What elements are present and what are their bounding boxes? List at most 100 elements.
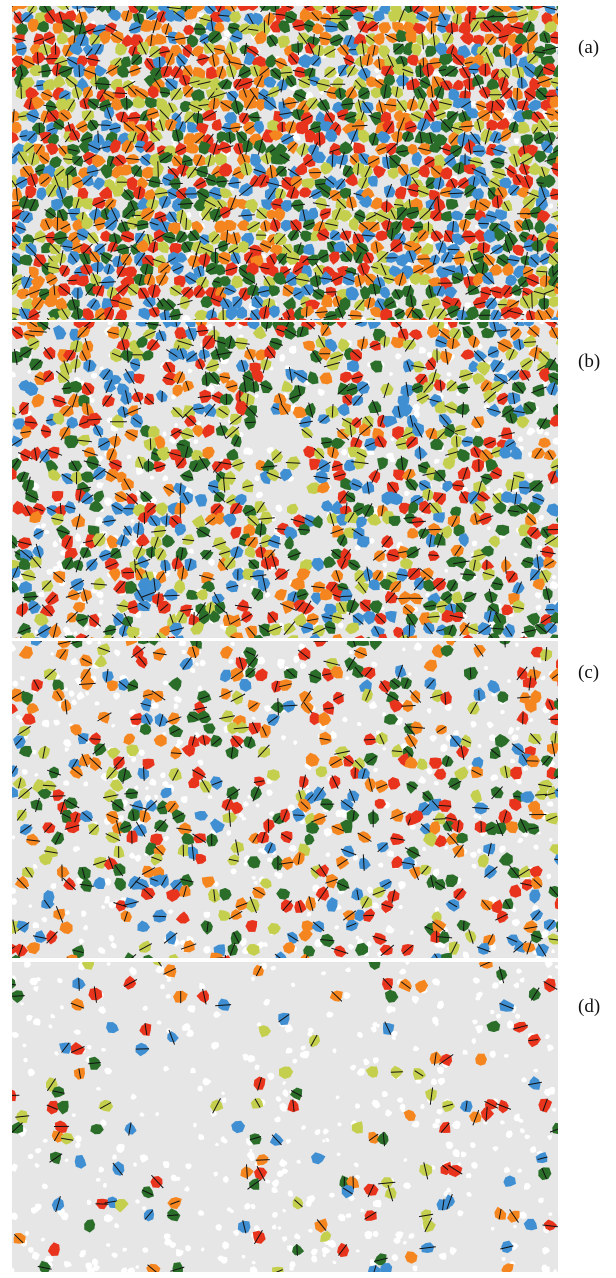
grain-gap xyxy=(397,880,406,890)
bond-line xyxy=(433,578,446,590)
cluster-grain xyxy=(447,322,458,329)
bond-line xyxy=(330,528,344,534)
grain-gap xyxy=(500,369,506,375)
bond-line xyxy=(429,534,432,548)
bond-line xyxy=(163,298,176,312)
cluster-grain xyxy=(439,350,453,364)
cluster-grain xyxy=(339,141,354,155)
bond-line xyxy=(114,246,132,252)
grain-gap xyxy=(64,687,68,692)
cluster-grain xyxy=(501,604,513,616)
bond-line xyxy=(125,407,142,415)
cluster-grain xyxy=(394,186,407,200)
grain-gap xyxy=(434,906,440,913)
cluster-grain xyxy=(365,636,371,638)
bond-line xyxy=(193,407,205,410)
bond-line xyxy=(509,53,512,68)
bond-line xyxy=(438,101,452,106)
bond-line xyxy=(458,372,474,378)
cluster-grain xyxy=(401,217,416,232)
bond-line xyxy=(468,139,472,155)
cluster-grain xyxy=(375,100,388,113)
cluster-grain xyxy=(481,473,493,486)
bond-line xyxy=(524,217,531,232)
bond-line xyxy=(486,407,502,413)
cluster-grain xyxy=(185,322,196,328)
bond-line xyxy=(28,603,39,611)
bond-line xyxy=(195,180,206,187)
cluster-grain xyxy=(339,371,353,384)
bond-line xyxy=(371,133,377,146)
bond-line xyxy=(302,222,315,228)
bond-line xyxy=(366,54,370,67)
bond-line xyxy=(445,307,461,317)
cluster-grain xyxy=(298,75,311,89)
bond-line xyxy=(66,349,75,362)
bond-line xyxy=(237,69,252,78)
cluster-grain xyxy=(557,49,558,55)
bond-line xyxy=(103,91,116,101)
cluster-grain xyxy=(283,526,298,540)
grain-gap xyxy=(426,767,433,775)
cluster-grain xyxy=(370,360,383,373)
bond-line xyxy=(54,59,69,65)
cluster-grain xyxy=(461,230,476,245)
bond-line xyxy=(470,131,481,146)
bond-line xyxy=(138,274,143,286)
grain-gap xyxy=(490,943,497,951)
cluster-grain xyxy=(309,9,323,22)
bond-line xyxy=(374,212,390,220)
bond-line xyxy=(428,554,439,557)
bond-line xyxy=(509,413,513,424)
cluster-grain xyxy=(51,490,64,502)
bond-line xyxy=(67,148,79,152)
bond-line xyxy=(179,482,182,496)
bond-line xyxy=(418,231,427,240)
cluster-grain xyxy=(21,632,36,638)
cluster-grain xyxy=(501,558,512,573)
cluster-grain xyxy=(489,264,503,276)
bond-line xyxy=(341,228,350,243)
cluster-grain xyxy=(450,506,461,518)
cluster-grain xyxy=(157,221,171,233)
cluster-grain xyxy=(184,415,197,427)
cluster-grain xyxy=(260,380,273,394)
bond-line xyxy=(427,359,436,369)
panel-b-canvas xyxy=(12,322,558,638)
bond-line xyxy=(390,228,394,241)
bond-line xyxy=(173,156,182,166)
bond-line xyxy=(123,612,133,629)
cluster-grain xyxy=(187,121,199,133)
grain-gap xyxy=(82,924,88,931)
bond-line xyxy=(145,297,153,307)
bond-line xyxy=(440,190,453,194)
cluster-grain xyxy=(301,426,314,438)
bond-line xyxy=(174,146,187,154)
cluster-grain xyxy=(281,380,293,392)
grain-gap xyxy=(488,734,496,742)
cluster-grain xyxy=(254,634,264,638)
bond-line xyxy=(244,45,260,56)
cluster-grain xyxy=(287,548,301,561)
bond-line xyxy=(549,193,558,197)
grain-gap xyxy=(173,703,179,710)
cluster-grain xyxy=(222,513,237,528)
bond-line xyxy=(18,402,30,414)
cluster-grain xyxy=(457,467,471,480)
cluster-grain xyxy=(374,435,388,448)
bond-line xyxy=(12,541,18,548)
cluster-grain xyxy=(315,197,327,210)
bond-line xyxy=(442,251,450,264)
bond-line xyxy=(508,349,515,361)
cluster-grain xyxy=(353,11,365,22)
bond-line xyxy=(137,456,144,470)
grain-gap xyxy=(377,862,384,868)
cluster-grain xyxy=(407,528,418,539)
cluster-grain xyxy=(224,112,237,125)
cluster-grain xyxy=(338,338,350,353)
bond-line xyxy=(225,426,240,439)
bond-line xyxy=(105,562,118,569)
cluster-layer xyxy=(12,6,558,320)
bond-line xyxy=(225,556,235,570)
bond-line xyxy=(20,306,29,320)
